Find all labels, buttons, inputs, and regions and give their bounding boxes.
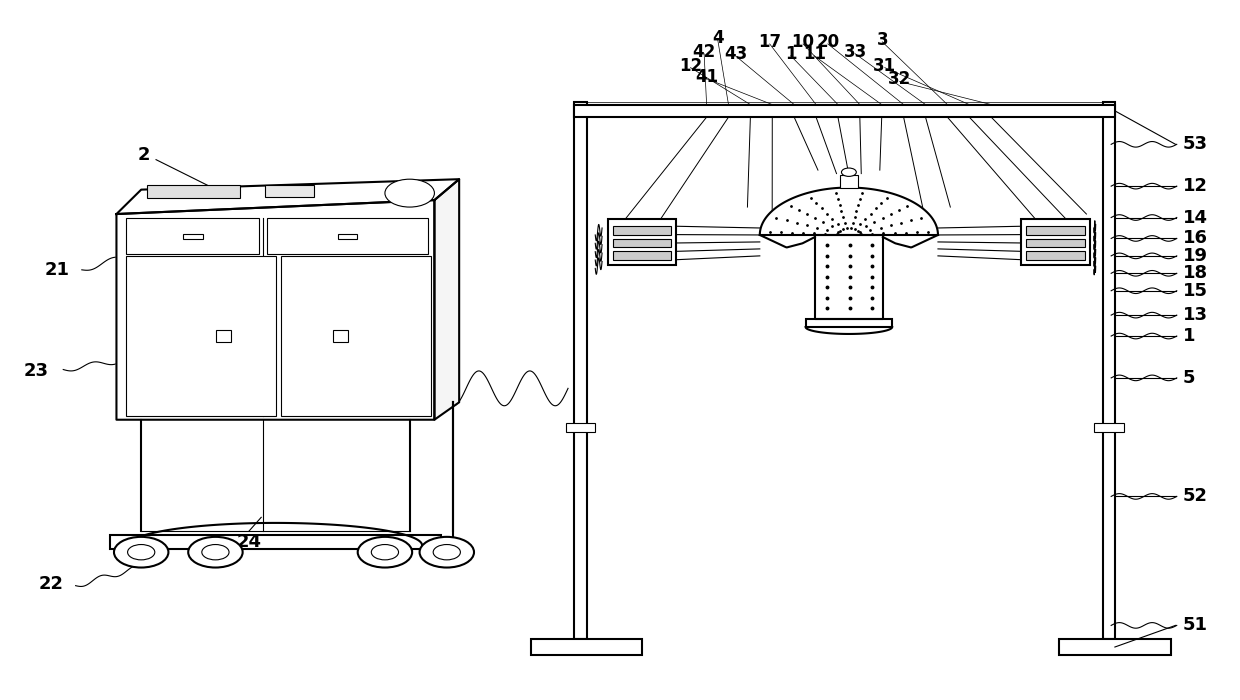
Bar: [1027, 251, 1085, 260]
Bar: [126, 256, 277, 416]
Circle shape: [128, 545, 155, 560]
Bar: [1027, 239, 1085, 247]
Bar: [1102, 102, 1115, 639]
Text: 15: 15: [1183, 281, 1208, 300]
Text: 12: 12: [680, 57, 702, 74]
Polygon shape: [265, 185, 315, 197]
Text: 17: 17: [758, 33, 781, 51]
Circle shape: [384, 179, 434, 207]
Bar: [1059, 639, 1171, 654]
Text: 20: 20: [816, 33, 839, 51]
Bar: [1022, 219, 1090, 265]
Text: 12: 12: [1183, 177, 1208, 195]
Bar: [609, 219, 676, 265]
Circle shape: [188, 537, 243, 568]
Polygon shape: [815, 235, 883, 318]
Bar: [1027, 226, 1085, 234]
Circle shape: [433, 545, 460, 560]
Bar: [841, 175, 858, 188]
Text: 22: 22: [38, 575, 63, 593]
Bar: [334, 330, 348, 342]
Text: 52: 52: [1183, 487, 1208, 505]
Bar: [574, 102, 587, 639]
Polygon shape: [760, 188, 937, 235]
Text: 43: 43: [724, 46, 748, 64]
Text: 19: 19: [1183, 247, 1208, 265]
Text: 2: 2: [138, 146, 150, 164]
Circle shape: [371, 545, 398, 560]
Text: 31: 31: [873, 57, 897, 74]
Circle shape: [114, 537, 169, 568]
Bar: [267, 218, 428, 255]
Text: 51: 51: [1183, 617, 1208, 634]
Text: 32: 32: [888, 71, 911, 88]
Text: 42: 42: [692, 43, 715, 61]
Bar: [216, 330, 231, 342]
Polygon shape: [117, 179, 459, 214]
Text: 53: 53: [1183, 135, 1208, 153]
Text: 5: 5: [1183, 369, 1195, 387]
Text: 21: 21: [45, 261, 69, 279]
Text: 11: 11: [802, 45, 826, 63]
Text: 16: 16: [1183, 230, 1208, 247]
Text: 1: 1: [785, 45, 796, 63]
Polygon shape: [117, 200, 434, 420]
Bar: [614, 251, 671, 260]
Circle shape: [842, 168, 857, 176]
Polygon shape: [434, 179, 459, 420]
Bar: [1094, 424, 1123, 432]
Text: 4: 4: [712, 29, 724, 47]
Text: 1: 1: [1183, 327, 1195, 345]
Bar: [126, 218, 259, 255]
Polygon shape: [148, 185, 241, 198]
Text: 3: 3: [877, 31, 888, 49]
Bar: [184, 234, 203, 239]
Text: 14: 14: [1183, 209, 1208, 227]
Bar: [281, 256, 430, 416]
Text: 18: 18: [1183, 265, 1208, 282]
Text: 24: 24: [237, 533, 262, 551]
Circle shape: [202, 545, 229, 560]
Bar: [614, 239, 671, 247]
Bar: [337, 234, 357, 239]
Text: 10: 10: [791, 33, 815, 51]
Circle shape: [419, 537, 474, 568]
Text: 33: 33: [843, 43, 867, 61]
Text: 23: 23: [24, 362, 48, 380]
Bar: [565, 424, 595, 432]
Bar: [574, 104, 1115, 117]
Circle shape: [357, 537, 412, 568]
Bar: [614, 226, 671, 234]
Bar: [531, 639, 642, 654]
Text: 13: 13: [1183, 306, 1208, 324]
Bar: [806, 318, 893, 327]
Bar: [110, 535, 440, 549]
Text: 41: 41: [696, 68, 718, 85]
